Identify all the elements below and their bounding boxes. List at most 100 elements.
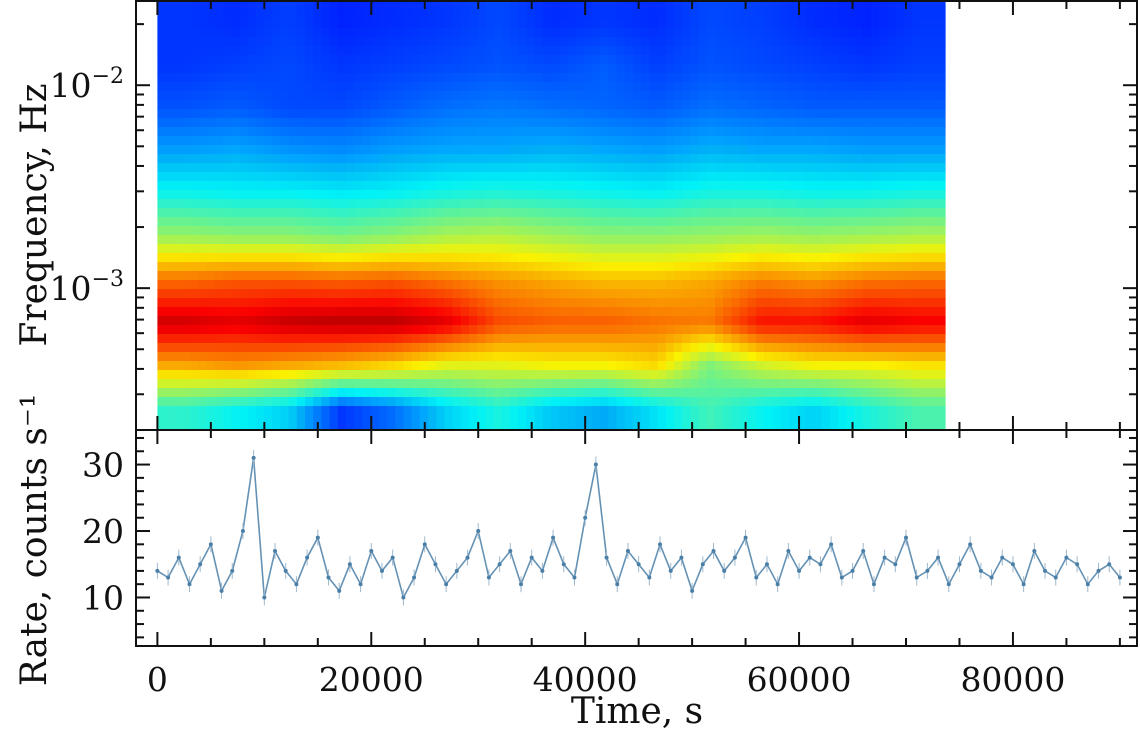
heatmap-cell (887, 46, 896, 56)
heatmap-cell (247, 235, 257, 245)
heatmap-cell (239, 334, 249, 344)
heatmap-cell (173, 208, 183, 218)
heatmap-cell (674, 154, 683, 164)
heatmap-cell (665, 244, 675, 254)
heatmap-cell (641, 1, 650, 11)
heatmap-cell (264, 91, 273, 101)
heatmap-cell (895, 100, 905, 110)
heatmap-cell (296, 10, 306, 20)
heatmap-cell (624, 406, 634, 416)
heatmap-cell (518, 82, 527, 92)
heatmap-cell (731, 226, 741, 236)
heatmap-cell (788, 127, 798, 137)
heatmap-cell (649, 145, 659, 155)
heatmap-cell (657, 118, 667, 128)
heatmap-cell (518, 46, 527, 56)
heatmap-cell (854, 10, 864, 20)
heatmap-cell (838, 154, 847, 164)
heatmap-cell (264, 118, 273, 128)
heatmap-cell (288, 10, 298, 20)
heatmap-cell (231, 28, 240, 38)
heatmap-cell (378, 19, 388, 29)
heatmap-cell (838, 136, 847, 146)
heatmap-cell (862, 64, 872, 74)
heatmap-cell (674, 244, 683, 254)
heatmap-cell (624, 244, 634, 254)
heatmap-cell (305, 181, 314, 191)
heatmap-cell (165, 253, 175, 263)
heatmap-cell (501, 199, 511, 209)
heatmap-cell (469, 334, 478, 344)
heatmap-cell (501, 181, 511, 191)
heatmap-cell (444, 253, 454, 263)
heatmap-cell (674, 208, 683, 218)
heatmap-cell (616, 91, 626, 101)
heatmap-cell (788, 253, 798, 263)
heatmap-cell (870, 163, 880, 173)
heatmap-cell (354, 163, 363, 173)
heatmap-cell (788, 217, 798, 227)
data-point (636, 562, 641, 567)
heatmap-cell (616, 271, 626, 281)
heatmap-cell (600, 154, 609, 164)
heatmap-cell (239, 181, 249, 191)
heatmap-cell (846, 406, 855, 416)
heatmap-cell (460, 271, 470, 281)
heatmap-cell (674, 379, 683, 389)
heatmap-cell (485, 163, 495, 173)
heatmap-cell (944, 424, 946, 430)
heatmap-cell (206, 235, 216, 245)
heatmap-cell (518, 415, 527, 425)
heatmap-cell (674, 55, 683, 65)
heatmap-cell (264, 361, 273, 371)
heatmap-cell (387, 379, 396, 389)
heatmap-cell (575, 280, 585, 290)
heatmap-cell (231, 109, 240, 119)
heatmap-cell (231, 118, 240, 128)
heatmap-cell (206, 208, 216, 218)
heatmap-cell (354, 235, 363, 245)
heatmap-cell (649, 352, 659, 362)
heatmap-cell (887, 199, 896, 209)
heatmap-cell (551, 100, 560, 110)
heatmap-cell (173, 172, 183, 182)
heatmap-cell (764, 46, 773, 56)
heatmap-cell (698, 235, 708, 245)
heatmap-cell (690, 190, 700, 200)
heatmap-cell (239, 64, 249, 74)
heatmap-cell (288, 235, 298, 245)
heatmap-cell (600, 73, 609, 83)
data-point (797, 568, 802, 573)
heatmap-cell (829, 334, 839, 344)
heatmap-cell (944, 271, 946, 281)
heatmap-cell (649, 325, 659, 335)
heatmap-cell (575, 415, 585, 425)
heatmap-cell (247, 19, 257, 29)
heatmap-cell (813, 190, 823, 200)
heatmap-cell (583, 172, 593, 182)
heatmap-cell (313, 388, 322, 398)
heatmap-cell (510, 199, 519, 209)
heatmap-cell (173, 253, 183, 263)
heatmap-cell (641, 181, 650, 191)
heatmap-cell (821, 55, 831, 65)
heatmap-cell (772, 316, 782, 326)
heatmap-cell (436, 55, 445, 65)
heatmap-cell (452, 235, 462, 245)
heatmap-cell (255, 28, 265, 38)
heatmap-cell (797, 37, 806, 47)
heatmap-cell (428, 298, 437, 308)
heatmap-cell (772, 379, 782, 389)
data-point (326, 575, 331, 580)
heatmap-cell (821, 262, 831, 272)
heatmap-cell (173, 235, 183, 245)
heatmap-cell (944, 316, 946, 326)
heatmap-cell (157, 352, 167, 362)
heatmap-cell (715, 316, 724, 326)
heatmap-cell (682, 46, 691, 56)
heatmap-cell (715, 244, 724, 254)
heatmap-cell (403, 289, 413, 299)
heatmap-cell (780, 181, 790, 191)
heatmap-cell (247, 424, 257, 430)
heatmap-cell (411, 361, 421, 371)
